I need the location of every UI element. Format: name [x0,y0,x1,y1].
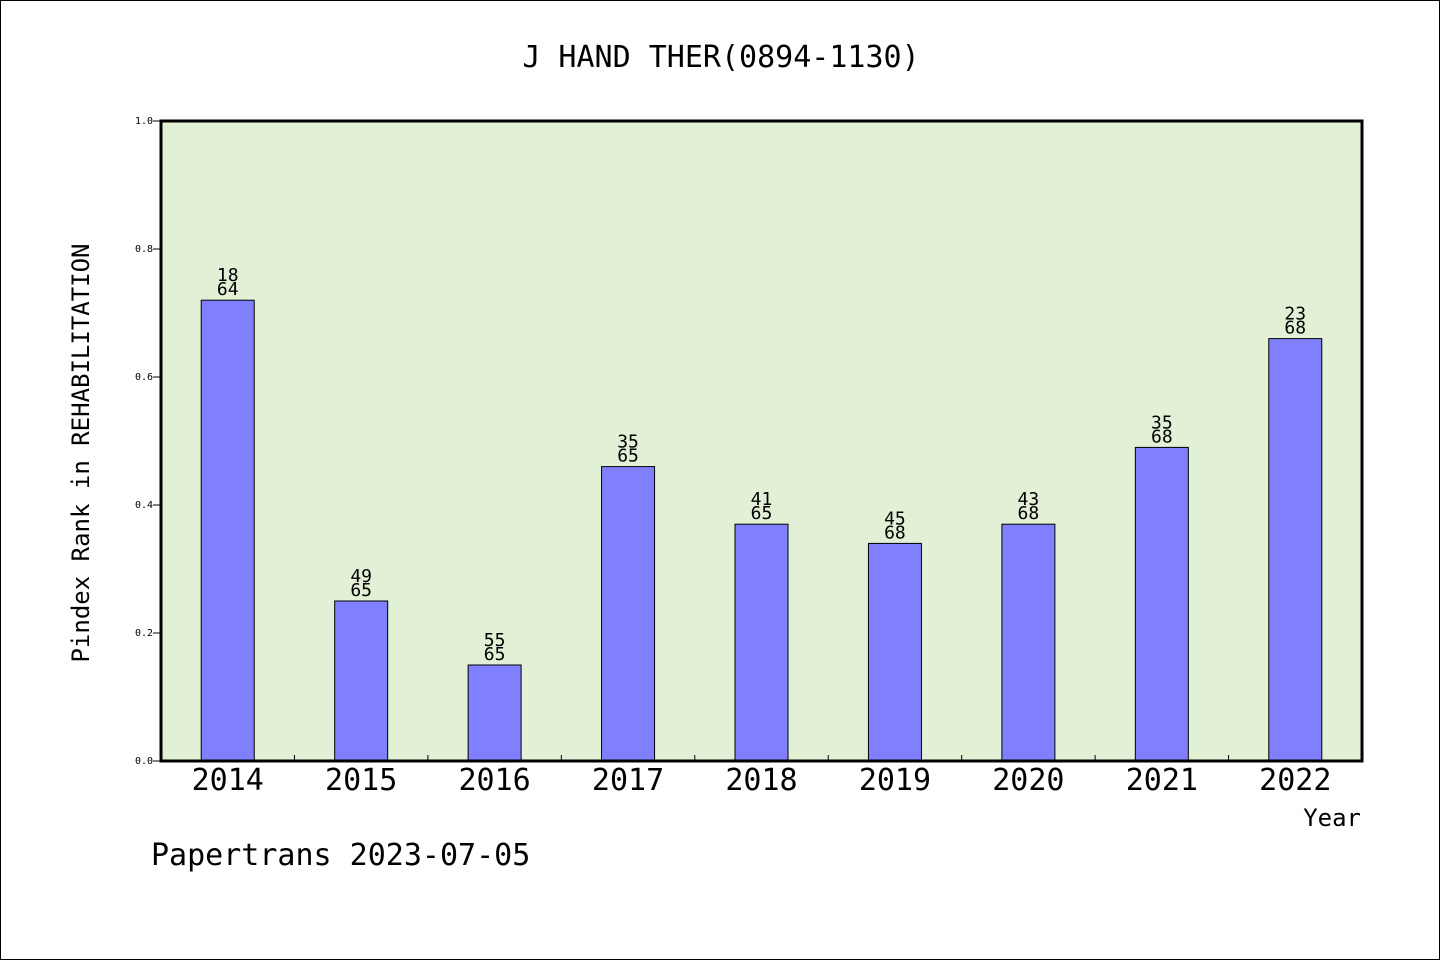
bar-label-top: 23 [1284,304,1306,325]
y-axis-label: Pindex Rank in REHABILITATION [67,243,95,662]
x-tick-label: 2016 [458,763,530,798]
x-tick-label: 2014 [192,763,264,798]
bar-label-top: 41 [751,489,773,510]
y-tick-label: 0.8 [135,244,153,255]
bar-label-bottom: 68 [1284,318,1306,339]
x-tick-label: 2017 [592,763,664,798]
y-tick-label: 1.0 [135,116,153,127]
x-tick-label: 2018 [725,763,797,798]
bar-label-top: 35 [617,432,639,453]
bar-2014 [200,299,255,762]
bar-label-bottom: 68 [1018,503,1040,524]
bar-label-bottom: 64 [217,279,239,300]
bar-2019 [867,542,922,762]
bar-label-bottom: 68 [884,522,906,543]
bar-2020 [1001,523,1056,762]
x-tick-label: 2019 [859,763,931,798]
x-tick-label: 2022 [1259,763,1331,798]
bar-label-top: 55 [484,630,506,651]
bar-2022 [1268,338,1323,762]
bar-label-bottom: 65 [617,446,639,467]
bar-2018 [734,523,789,762]
x-tick-label: 2021 [1126,763,1198,798]
x-axis: 2014 2015 2016 2017 2018 2019 2020 2021 2022 [192,755,1331,798]
bar-label-bottom: 65 [751,503,773,524]
bar-2017 [601,466,656,762]
bar-2016 [467,664,522,762]
x-axis-label: Year [1303,804,1361,832]
footer-credit: Papertrans 2023-07-05 [151,838,530,873]
bar-label-top: 35 [1151,412,1173,433]
plot-border [159,119,1364,763]
bar-label-top: 18 [217,265,239,286]
bar-label-top: 49 [350,566,372,587]
y-tick-label: 0.4 [135,500,153,511]
y-tick-label: 0.0 [135,756,153,767]
bar-label-bottom: 65 [484,644,506,665]
bar-label-bottom: 65 [350,580,372,601]
y-axis: 0.0 0.2 0.4 0.6 0.8 1.0 [135,116,161,767]
y-tick-label: 0.6 [135,372,153,383]
bar-2021 [1134,446,1189,762]
bar-label-top: 43 [1018,489,1040,510]
x-tick-label: 2020 [992,763,1064,798]
bar-label-top: 45 [884,508,906,529]
x-tick-label: 2015 [325,763,397,798]
y-tick-label: 0.2 [135,628,153,639]
bar-2015 [334,600,389,762]
chart-title: J HAND THER(0894-1130) [522,40,919,75]
bar-label-bottom: 68 [1151,426,1173,447]
